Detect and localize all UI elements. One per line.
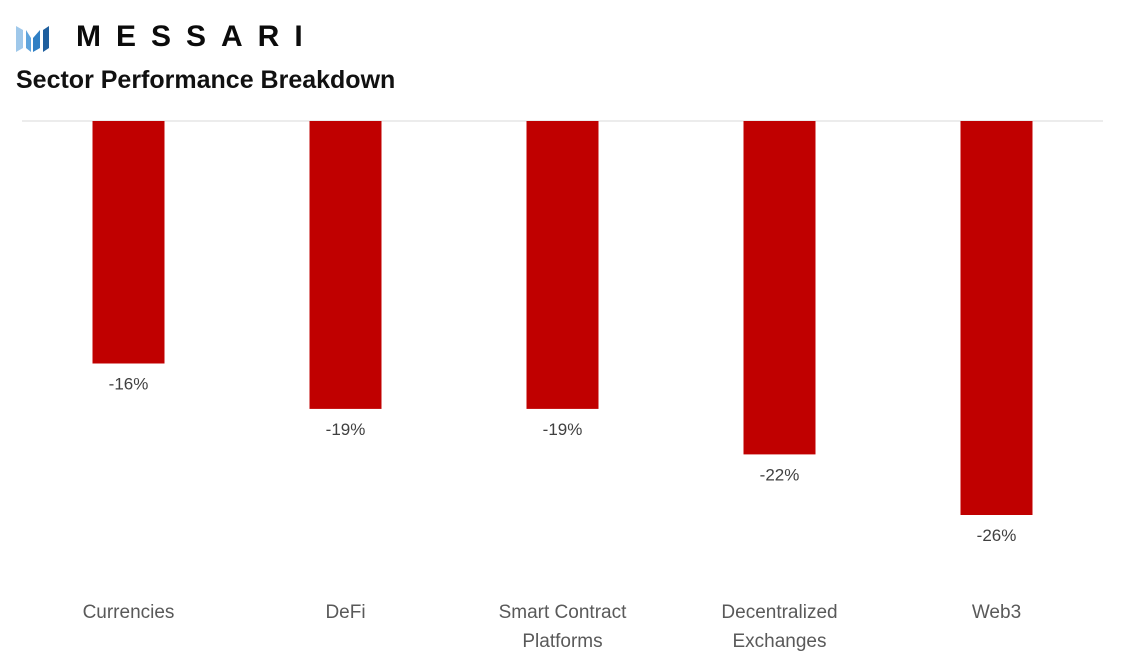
messari-logo-icon bbox=[16, 26, 49, 52]
data-label-4: -26% bbox=[977, 526, 1017, 545]
category-label-2-line-1: Platforms bbox=[522, 631, 602, 652]
category-label-2-line-0: Smart Contract bbox=[499, 602, 627, 623]
category-label-3-line-0: Decentralized bbox=[721, 602, 837, 623]
data-label-0: -16% bbox=[109, 375, 149, 394]
data-label-2: -19% bbox=[543, 420, 583, 439]
bar-1 bbox=[309, 121, 382, 409]
category-label-4: Web3 bbox=[972, 602, 1021, 623]
brand-name: MESSARI bbox=[76, 20, 318, 53]
brand-header: MESSARI bbox=[16, 22, 318, 52]
category-label-1: DeFi bbox=[325, 602, 365, 623]
bar-2 bbox=[526, 121, 599, 409]
data-label-1: -19% bbox=[326, 420, 366, 439]
category-label-3-line-1: Exchanges bbox=[732, 631, 826, 652]
data-label-3: -22% bbox=[760, 465, 800, 484]
messari-logo: MESSARI bbox=[16, 22, 318, 52]
chart-title: Sector Performance Breakdown bbox=[16, 66, 396, 94]
category-label-0: Currencies bbox=[83, 602, 175, 623]
bar-4 bbox=[960, 121, 1033, 515]
bar-3 bbox=[743, 121, 816, 455]
bar-0 bbox=[92, 121, 165, 364]
